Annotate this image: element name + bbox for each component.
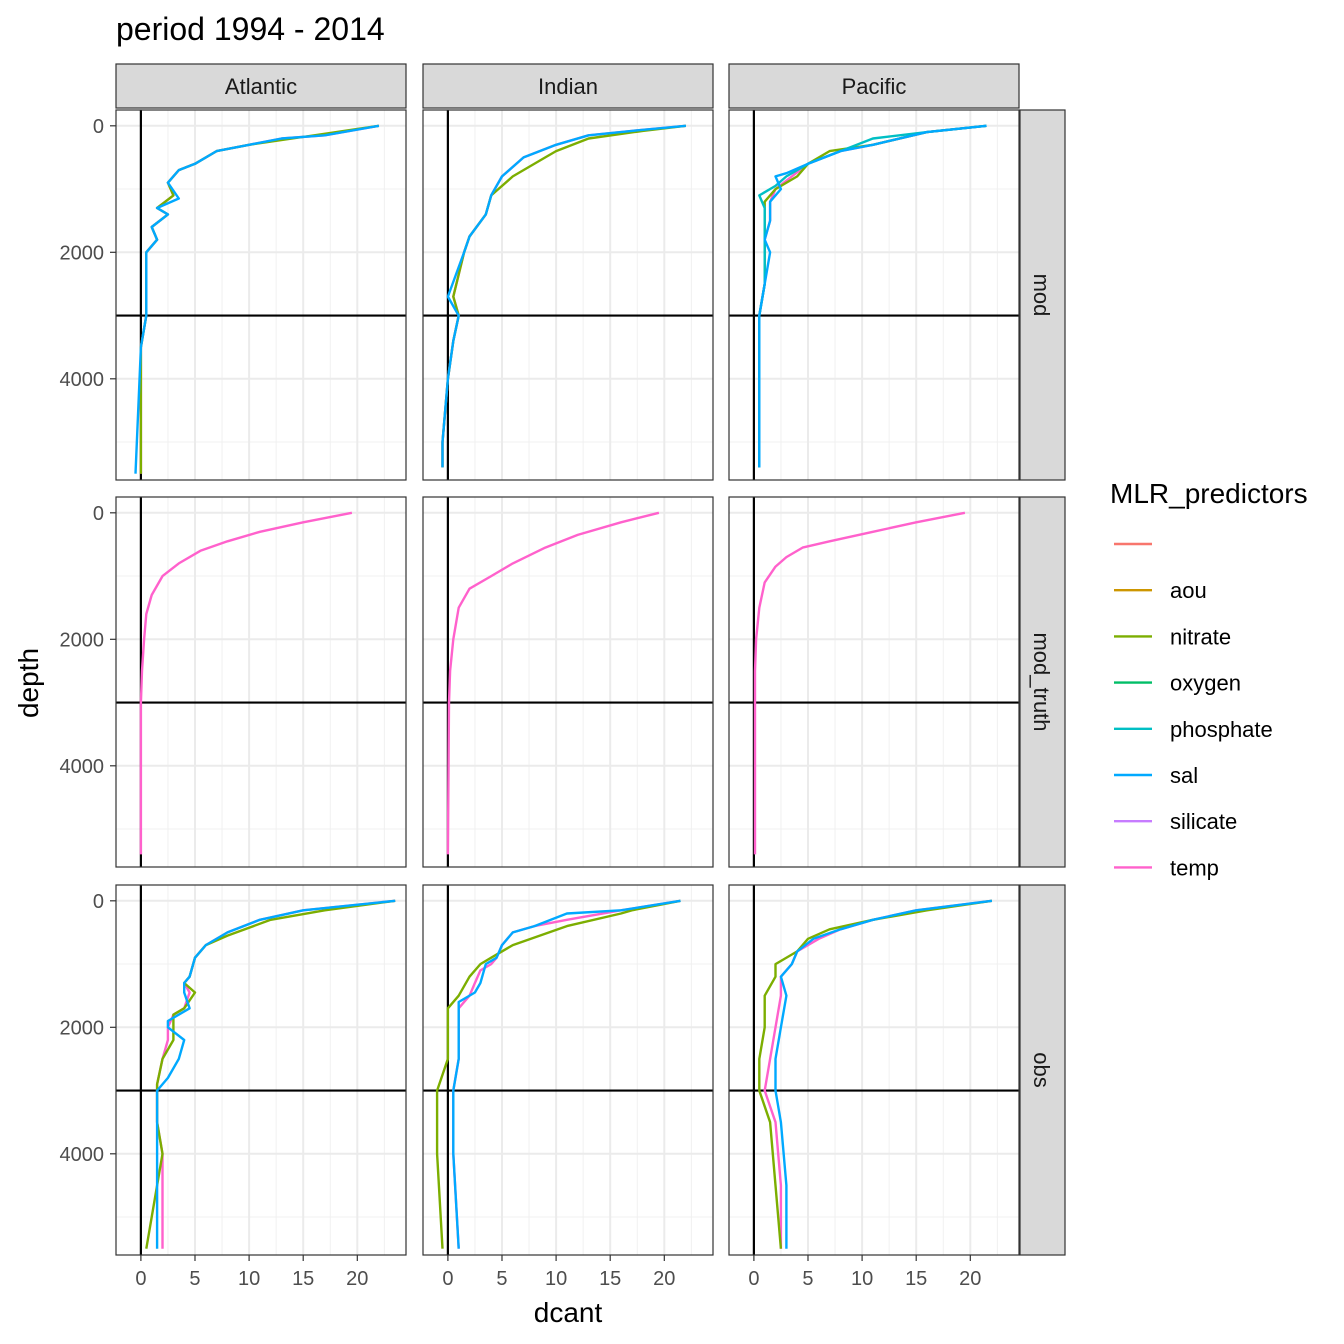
legend-entry: temp bbox=[1114, 855, 1219, 880]
y-tick-label: 2000 bbox=[60, 1017, 105, 1039]
panel-background bbox=[423, 885, 713, 1255]
x-tick-label: 0 bbox=[442, 1268, 453, 1290]
x-tick-label: 15 bbox=[599, 1268, 621, 1290]
panel-mod-Atlantic bbox=[116, 110, 406, 480]
panel-border bbox=[728, 109, 1020, 481]
legend-entry: aou bbox=[1114, 578, 1207, 603]
panel-border bbox=[115, 496, 407, 868]
y-tick-label: 4000 bbox=[60, 756, 105, 778]
x-tick-label: 10 bbox=[851, 1268, 873, 1290]
series-line-sal bbox=[452, 899, 681, 1249]
y-axis-label: depth bbox=[13, 648, 44, 718]
column-strip bbox=[422, 63, 714, 109]
x-tick-label: 15 bbox=[292, 1268, 314, 1290]
x-tick-label: 0 bbox=[748, 1268, 759, 1290]
panel-mod_truth-Pacific bbox=[729, 497, 1019, 867]
legend: MLR_predictors aou nitrate oxygen phosphate… bbox=[1110, 478, 1308, 880]
y-tick-label: 2000 bbox=[60, 629, 105, 651]
legend-label: sal bbox=[1170, 763, 1198, 788]
column-strip bbox=[115, 63, 407, 109]
y-tick-label: 4000 bbox=[60, 1144, 105, 1166]
panel-border bbox=[115, 884, 407, 1256]
panel-background bbox=[729, 110, 1019, 480]
series-line-temp bbox=[753, 511, 966, 855]
column-strip-label: Atlantic bbox=[225, 74, 297, 99]
panel-border bbox=[728, 496, 1020, 868]
x-axis-label: dcant bbox=[534, 1297, 603, 1328]
series-line-sal bbox=[758, 124, 987, 468]
row-strip bbox=[1019, 109, 1066, 481]
x-tick-label: 15 bbox=[905, 1268, 927, 1290]
legend-label: phosphate bbox=[1170, 717, 1273, 742]
legend-entry: nitrate bbox=[1114, 624, 1231, 649]
x-tick-label: 10 bbox=[238, 1268, 260, 1290]
series-line-sal bbox=[155, 899, 396, 1249]
x-tick-label: 0 bbox=[135, 1268, 146, 1290]
y-tick-label: 2000 bbox=[60, 242, 105, 264]
series-line-sal bbox=[134, 124, 380, 474]
x-tick-label: 20 bbox=[653, 1268, 675, 1290]
panel-background bbox=[729, 497, 1019, 867]
series-line-nitrate bbox=[435, 899, 681, 1249]
legend-label: oxygen bbox=[1170, 671, 1241, 696]
panel-border bbox=[115, 109, 407, 481]
x-tick-label: 5 bbox=[189, 1268, 200, 1290]
legend-label: silicate bbox=[1170, 809, 1237, 834]
x-tick-label: 20 bbox=[346, 1268, 368, 1290]
y-tick-label: 0 bbox=[93, 116, 104, 138]
y-tick-label: 4000 bbox=[60, 369, 105, 391]
series-line-sal bbox=[774, 899, 993, 1249]
column-strip-label: Indian bbox=[538, 74, 598, 99]
row-strip bbox=[1019, 884, 1066, 1256]
row-strip bbox=[1019, 496, 1066, 868]
legend-entry: oxygen bbox=[1114, 671, 1241, 696]
legend-entry: sal bbox=[1114, 763, 1198, 788]
legend-label: nitrate bbox=[1170, 624, 1231, 649]
legend-entry: phosphate bbox=[1114, 717, 1273, 742]
panel-border bbox=[422, 109, 714, 481]
panel-border bbox=[728, 884, 1020, 1256]
x-tick-label: 20 bbox=[959, 1268, 981, 1290]
panel-obs-Indian bbox=[423, 885, 713, 1255]
series-line-temp bbox=[139, 511, 353, 855]
panel-obs-Atlantic bbox=[116, 885, 406, 1255]
panel-obs-Pacific bbox=[729, 885, 1019, 1255]
panel-background bbox=[116, 110, 406, 480]
panel-border bbox=[422, 884, 714, 1256]
panel-mod-Pacific bbox=[729, 110, 1019, 480]
legend-label: aou bbox=[1170, 578, 1207, 603]
chart-title: period 1994 - 2014 bbox=[116, 11, 385, 47]
column-strip bbox=[728, 63, 1020, 109]
x-tick-label: 5 bbox=[802, 1268, 813, 1290]
series-line-temp bbox=[446, 511, 660, 855]
y-tick-label: 0 bbox=[93, 503, 104, 525]
panel-mod-Indian bbox=[423, 110, 713, 480]
x-tick-label: 5 bbox=[496, 1268, 507, 1290]
row-strip-label: mod bbox=[1029, 274, 1054, 317]
series-line-sal bbox=[441, 124, 687, 468]
y-tick-label: 0 bbox=[93, 891, 104, 913]
panel-mod_truth-Indian bbox=[423, 497, 713, 867]
legend-entry: silicate bbox=[1114, 809, 1237, 834]
row-strip-label: obs bbox=[1029, 1052, 1054, 1087]
legend-label: temp bbox=[1170, 855, 1219, 880]
panels-layer: Atlantic Indian Pacificmodmod_truthobs0200… bbox=[60, 63, 1066, 1290]
panel-background bbox=[423, 497, 713, 867]
panel-mod_truth-Atlantic bbox=[116, 497, 406, 867]
panel-background bbox=[729, 885, 1019, 1255]
x-tick-label: 10 bbox=[545, 1268, 567, 1290]
panel-background bbox=[423, 110, 713, 480]
column-strip-label: Pacific bbox=[842, 74, 907, 99]
panel-border bbox=[422, 496, 714, 868]
panel-background bbox=[116, 497, 406, 867]
row-strip-label: mod_truth bbox=[1029, 632, 1054, 731]
legend-title: MLR_predictors bbox=[1110, 478, 1308, 509]
